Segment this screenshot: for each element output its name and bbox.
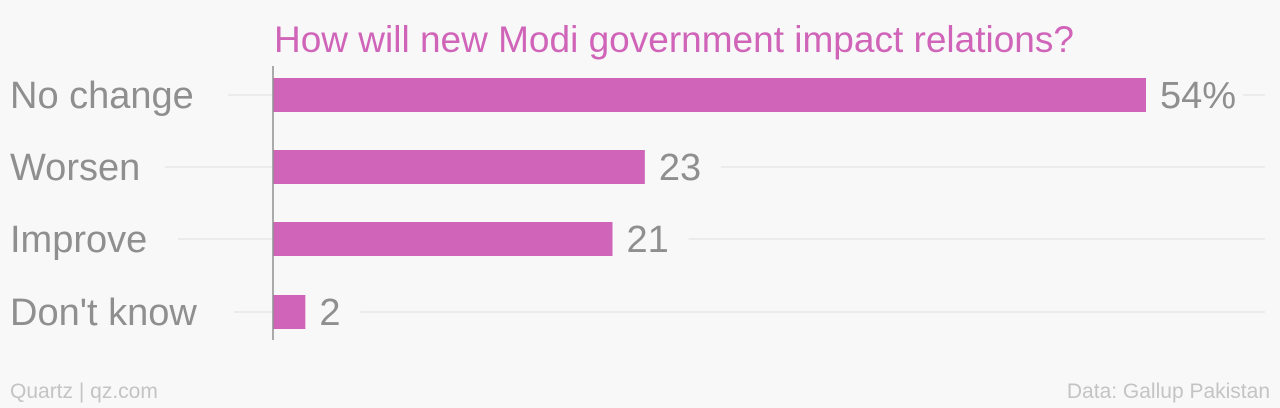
category-label: Worsen [10,147,140,189]
chart-title: How will new Modi government impact rela… [274,19,1074,60]
label-layer: No change 54% Worsen 23 Improve 21 Don't know 2 [10,75,1236,334]
grid-layer [165,94,1265,313]
footer-source-right: Data: Gallup Pakistan [1067,380,1270,403]
footer-source-left: Quartz | qz.com [10,380,158,403]
bar [273,150,645,184]
bar [273,78,1146,112]
bar [273,222,613,256]
category-label: Improve [10,219,147,261]
value-label: 54% [1160,75,1236,117]
value-label: 23 [659,147,701,189]
value-label: 21 [627,219,669,261]
bar [273,295,306,329]
category-label: No change [10,75,194,117]
category-label: Don't know [10,292,197,334]
bar-layer [273,78,1146,329]
value-label: 2 [319,292,340,334]
